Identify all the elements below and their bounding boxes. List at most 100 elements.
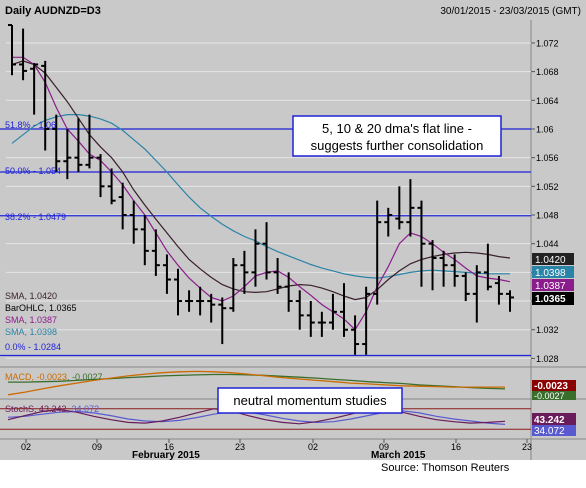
x-tick-label: 23 [235, 442, 245, 452]
macd-tag-main: -0.0023 [532, 380, 576, 392]
svg-text:1.0398: 1.0398 [535, 268, 566, 279]
x-tick-label: 16 [451, 442, 461, 452]
macd-lines [7, 370, 506, 396]
ohlc-bar [151, 229, 160, 276]
ohlc-bar [41, 60, 50, 151]
price-tag-sma3: 1.0398 [532, 266, 574, 279]
price-panel [0, 20, 586, 367]
svg-text:1.0420: 1.0420 [535, 255, 566, 266]
month-label-feb: February 2015 [132, 450, 200, 461]
x-tick-label: 09 [92, 442, 102, 452]
ohlc-bar [439, 250, 448, 287]
y-tick-label: 1.044 [536, 239, 559, 249]
time-axis [0, 439, 586, 460]
ohlc-bar [107, 168, 116, 205]
x-tick-label: 02 [308, 442, 318, 452]
x-tick-label: 23 [522, 442, 532, 452]
ohlc-bar [262, 222, 271, 280]
ohlc-bar [295, 290, 304, 330]
legend-sma-1: SMA, 1.0420 [5, 291, 57, 301]
annotation-momentum-text: neutral momentum studies [233, 393, 387, 408]
ohlc-bar [450, 254, 459, 287]
sma-10-line [11, 60, 511, 301]
date-range: 30/01/2015 - 23/03/2015 (GMT) [440, 6, 581, 17]
ohlc-bar [284, 272, 293, 312]
ohlc-bar [328, 293, 337, 330]
ohlc-bar [373, 200, 382, 305]
price-tag-close: 1.0365 [532, 292, 574, 305]
ohlc-bar [74, 118, 83, 172]
ohlc-bar [428, 240, 437, 291]
ohlc-bar [351, 315, 360, 355]
y-tick-label: 1.068 [536, 67, 559, 77]
ohlc-bar [317, 311, 326, 337]
y-tick-label: 1.056 [536, 153, 559, 163]
ohlc-bar [483, 243, 492, 291]
ohlc-bar [395, 186, 404, 230]
legend-sma-2: SMA, 1.0387 [5, 315, 57, 325]
ohlc-bar [362, 286, 371, 355]
fib-label-51.8: 51.8% - 1.06 [5, 120, 56, 130]
fib-label-38.2: 38.2% - 1.0479 [5, 212, 66, 222]
ohlc-bars [8, 24, 514, 355]
ohlc-bar [240, 250, 249, 294]
y-tick-label: 1.072 [536, 38, 559, 48]
ohlc-bar [52, 114, 61, 172]
svg-text:-0.0027: -0.0027 [534, 391, 565, 401]
y-tick-label: 1.052 [536, 182, 559, 192]
ohlc-bar [494, 275, 503, 305]
ohlc-bar [229, 258, 238, 312]
fib-label-0.0: 0.0% - 1.0284 [5, 342, 61, 352]
macd-label: MACD, -0.0023, -0.0027 [5, 372, 103, 382]
ohlc-bar [406, 179, 415, 237]
y-tick-label: 1.032 [536, 325, 559, 335]
annotation-main: 5, 10 & 20 dma's flat line - suggests fu… [292, 115, 502, 157]
x-tick-label: 16 [164, 442, 174, 452]
y-tick-label: 1.048 [536, 211, 559, 221]
macd-tag-signal: -0.0027 [532, 391, 576, 401]
macd-main-line [7, 370, 505, 396]
ohlc-bar [8, 24, 16, 76]
chart-title: Daily AUDNZD=D3 [5, 5, 101, 17]
sma-20-line [11, 113, 510, 279]
legend-sma-3: SMA, 1.0398 [5, 327, 57, 337]
ohlc-bar [174, 268, 182, 316]
svg-text:-0.0023: -0.0023 [534, 381, 568, 392]
ohlc-bar [472, 265, 481, 323]
price-tag-sma2: 1.0387 [532, 279, 574, 292]
fib-label-50.0: 50.0% - 1.054 [5, 166, 61, 176]
ohlc-bar [306, 301, 315, 337]
moving-averages [11, 56, 511, 331]
source-credit: Source: Thomson Reuters [381, 462, 510, 474]
month-label-mar: March 2015 [371, 450, 426, 461]
stoch-tag-k: 43.242 [532, 413, 576, 426]
legend-barohlc: BarOHLC, 1.0365 [5, 303, 77, 313]
ohlc-bar [340, 283, 348, 337]
header-bar [0, 0, 586, 20]
svg-text:43.242: 43.242 [534, 415, 565, 426]
price-tag-sma1: 1.0420 [532, 253, 574, 266]
ohlc-bar [506, 290, 514, 312]
ohlc-bar [19, 28, 28, 81]
ohlc-bar [63, 128, 72, 180]
ohlc-bar [384, 207, 393, 237]
ohlc-bar [417, 200, 426, 287]
ohlc-bar [218, 297, 227, 345]
y-tick-label: 1.028 [536, 354, 559, 364]
stoch-tag-d: 34.072 [532, 425, 576, 437]
ohlc-bar [273, 258, 282, 294]
ohlc-bar [461, 272, 470, 302]
ohlc-bar [207, 293, 216, 323]
ohlc-bar [162, 254, 171, 294]
annotation-main-line1: 5, 10 & 20 dma's flat line - [322, 121, 472, 136]
annotation-main-line2: suggests further consolidation [311, 138, 484, 153]
y-tick-label: 1.064 [536, 96, 559, 106]
ohlc-bar [196, 286, 205, 316]
x-tick-label: 02 [21, 442, 31, 452]
y-tick-label: 1.06 [536, 124, 554, 134]
stoch-k-line [7, 407, 506, 425]
ohlc-bar [251, 229, 260, 287]
ohlc-bar [85, 114, 94, 169]
